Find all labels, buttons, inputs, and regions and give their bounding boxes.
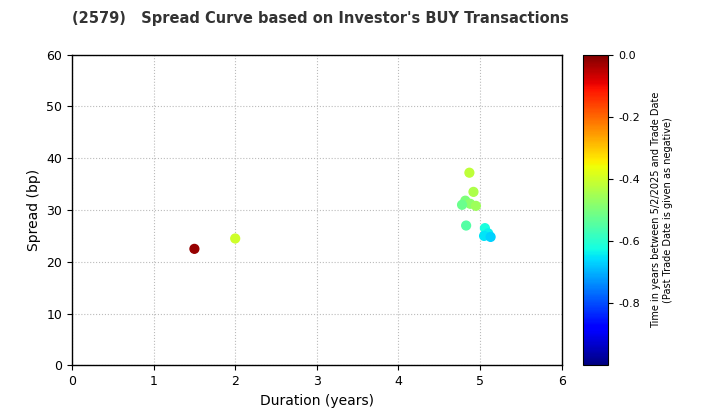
Point	[230, 235, 241, 242]
Text: (2579)   Spread Curve based on Investor's BUY Transactions: (2579) Spread Curve based on Investor's …	[72, 10, 569, 26]
Point	[189, 245, 200, 252]
Point	[482, 230, 494, 237]
Y-axis label: Spread (bp): Spread (bp)	[27, 169, 41, 251]
Point	[460, 222, 472, 229]
Point	[456, 202, 468, 208]
Point	[464, 200, 476, 207]
Point	[459, 197, 471, 204]
Point	[485, 234, 496, 240]
Point	[478, 233, 490, 239]
X-axis label: Duration (years): Duration (years)	[260, 394, 374, 408]
Y-axis label: Time in years between 5/2/2025 and Trade Date
(Past Trade Date is given as negat: Time in years between 5/2/2025 and Trade…	[651, 92, 672, 328]
Point	[470, 202, 482, 209]
Point	[479, 225, 490, 231]
Point	[468, 189, 480, 195]
Point	[464, 169, 475, 176]
